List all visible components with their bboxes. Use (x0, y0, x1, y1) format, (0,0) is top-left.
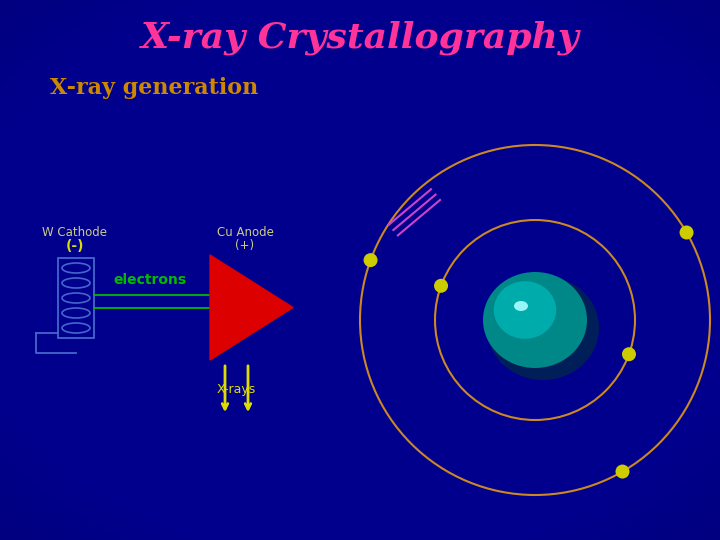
Circle shape (434, 279, 448, 293)
Ellipse shape (494, 281, 557, 339)
Bar (58, 258, 94, 338)
Text: X-ray Crystallography: X-ray Crystallography (140, 21, 580, 55)
Text: Cu Anode: Cu Anode (217, 226, 274, 239)
Circle shape (622, 347, 636, 361)
Ellipse shape (487, 276, 599, 380)
Text: (+): (+) (235, 240, 255, 253)
Text: W Cathode: W Cathode (42, 226, 107, 239)
Circle shape (364, 253, 377, 267)
Circle shape (680, 226, 693, 240)
Text: electrons: electrons (114, 273, 186, 287)
Ellipse shape (514, 301, 528, 311)
Text: X-ray generation: X-ray generation (50, 77, 258, 99)
Circle shape (616, 464, 629, 478)
Polygon shape (210, 255, 293, 360)
Ellipse shape (483, 272, 587, 368)
Text: X-rays: X-rays (217, 383, 256, 396)
Text: (-): (-) (66, 239, 84, 253)
